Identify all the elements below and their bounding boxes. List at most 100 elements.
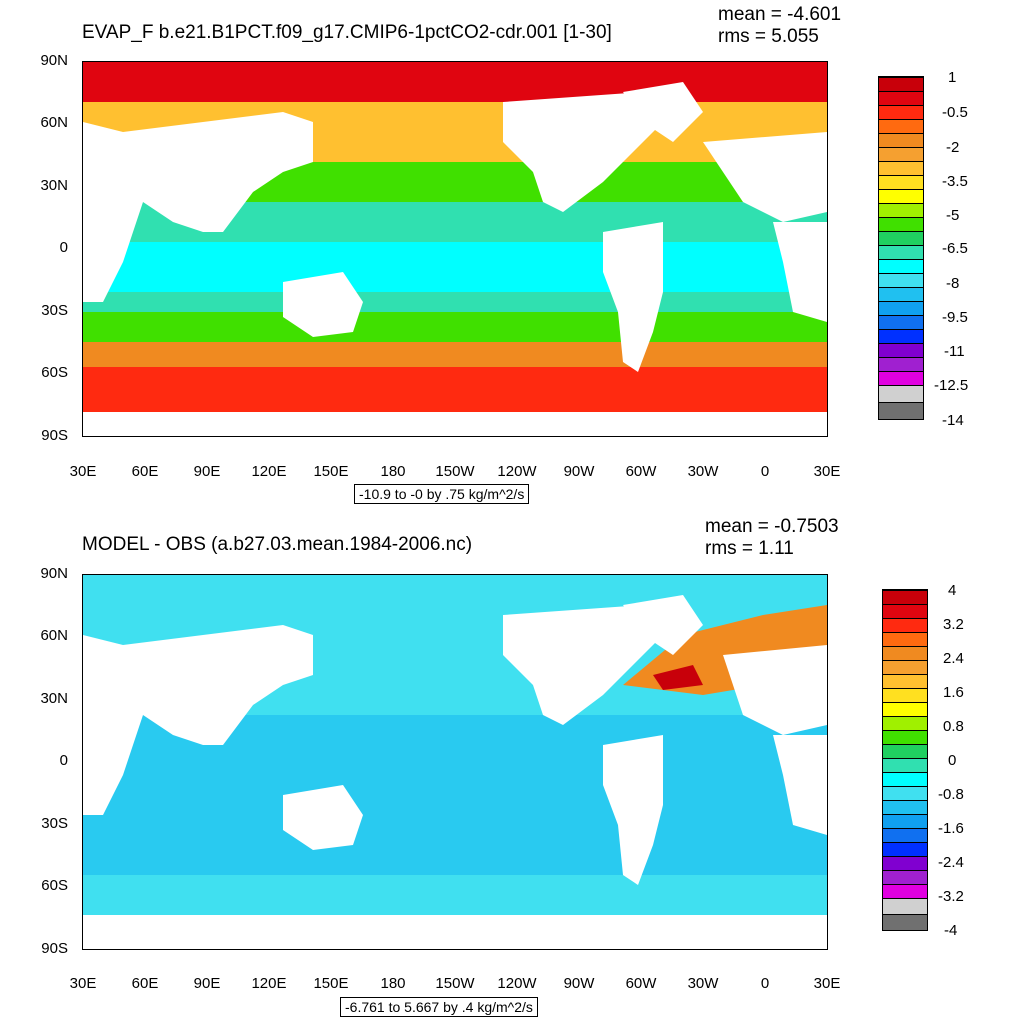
colorbar	[878, 76, 924, 420]
colorbar-cell	[879, 77, 923, 91]
map-svg	[83, 62, 827, 436]
colorbar-cell	[879, 91, 923, 105]
colorbar-cell	[879, 147, 923, 161]
colorbar-label: -11	[944, 343, 965, 360]
contour-info: -10.9 to -0 by .75 kg/m^2/s	[354, 484, 530, 504]
map-evap	[82, 61, 828, 437]
colorbar-label: -6.5	[942, 240, 968, 257]
colorbar-cell	[879, 259, 923, 273]
africa-east-land	[83, 685, 143, 815]
colorbar-cell	[883, 842, 927, 856]
colorbar-cell	[883, 870, 927, 884]
mean-stat: mean = -0.7503	[705, 516, 839, 537]
colorbar-label: 0	[948, 752, 957, 769]
lon-label: 60W	[625, 975, 657, 992]
colorbar-cell	[879, 161, 923, 175]
colorbar-cell	[879, 371, 923, 385]
australia-land	[283, 785, 363, 850]
colorbar-cell	[879, 343, 923, 357]
colorbar-label: -9.5	[942, 309, 968, 326]
colorbar-cell	[879, 203, 923, 217]
colorbar-cell	[879, 245, 923, 259]
lat-label: 90S	[41, 940, 68, 957]
lat-label: 60N	[40, 627, 68, 644]
colorbar-cell	[879, 119, 923, 133]
colorbar-label: -4	[944, 922, 958, 939]
map-svg	[83, 575, 827, 949]
lon-label: 30E	[813, 463, 841, 480]
colorbar-cell	[879, 175, 923, 189]
south-america-land	[603, 735, 663, 885]
panel-title: MODEL - OBS (a.b27.03.mean.1984-2006.nc)	[82, 534, 473, 555]
antarctica	[83, 915, 827, 949]
colorbar-cell	[883, 758, 927, 772]
colorbar-label: -5	[946, 207, 960, 224]
lat-label: 30N	[40, 690, 68, 707]
colorbar-label: -0.5	[942, 104, 968, 121]
lon-label: 120W	[497, 975, 537, 992]
colorbar-cell	[883, 604, 927, 618]
colorbar-cell	[879, 315, 923, 329]
colorbar-label: 2.4	[943, 650, 964, 667]
rms-stat: rms = 1.11	[705, 538, 794, 559]
lon-label: 90E	[193, 975, 221, 992]
colorbar-label: -0.8	[938, 786, 964, 803]
warm-pool	[83, 242, 827, 292]
south-america-land	[603, 222, 663, 372]
colorbar-cell	[879, 105, 923, 119]
colorbar-label: -3.5	[942, 173, 968, 190]
colorbar-cell	[883, 884, 927, 898]
colorbar-cell	[883, 814, 927, 828]
south-polar-band	[83, 367, 827, 412]
lon-label: 180	[380, 975, 406, 992]
colorbar-cell	[883, 716, 927, 730]
colorbar-cell	[883, 618, 927, 632]
colorbar-label: 3.2	[943, 616, 964, 633]
lat-label: 0	[59, 752, 68, 769]
colorbar-cell	[883, 800, 927, 814]
colorbar-label: 4	[948, 582, 957, 599]
colorbar-cell	[883, 688, 927, 702]
colorbar-cell	[883, 856, 927, 870]
panel-bottom: MODEL - OBS (a.b27.03.mean.1984-2006.nc)…	[0, 512, 1024, 1024]
panel-top: EVAP_F b.e21.B1PCT.f09_g17.CMIP6-1pctCO2…	[40, 4, 968, 504]
lon-label: 120E	[251, 463, 287, 480]
north-america-land	[503, 92, 663, 212]
colorbar-cell	[879, 301, 923, 315]
colorbar	[882, 589, 928, 931]
lon-label: 150E	[313, 463, 349, 480]
lon-label: 90W	[563, 463, 595, 480]
lon-label: 60E	[131, 975, 159, 992]
north-america-land	[503, 605, 663, 725]
lat-label: 90N	[40, 565, 68, 582]
rms-stat: rms = 5.055	[718, 26, 819, 47]
colorbar-cell	[883, 772, 927, 786]
colorbar-label: 1	[948, 69, 957, 86]
south-subtropic-band	[83, 312, 827, 342]
colorbar-cell	[883, 828, 927, 842]
colorbar-cell	[883, 590, 927, 604]
lat-label: 60N	[40, 114, 68, 131]
lon-label: 90E	[193, 463, 221, 480]
colorbar-cell	[883, 646, 927, 660]
colorbar-cell	[879, 231, 923, 245]
colorbar-label: -3.2	[938, 888, 964, 905]
colorbar-cell	[879, 402, 923, 419]
lon-label: 30E	[69, 975, 97, 992]
colorbar-label: -8	[946, 275, 960, 292]
lon-label: 0	[760, 463, 770, 480]
colorbar-cell	[879, 357, 923, 371]
mean-stat: mean = -4.601	[718, 4, 842, 25]
lon-label: 90W	[563, 975, 595, 992]
colorbar-label: -2	[946, 139, 960, 156]
lon-label: 60W	[625, 463, 657, 480]
lat-label: 0	[59, 239, 68, 256]
colorbar-cell	[879, 189, 923, 203]
lon-label: 120W	[497, 463, 537, 480]
colorbar-cell	[883, 702, 927, 716]
greenland-land	[623, 82, 703, 142]
lat-label: 90N	[40, 52, 68, 69]
lon-label: 150E	[313, 975, 349, 992]
africa-west-land	[773, 222, 827, 322]
colorbar-label: -14	[942, 412, 964, 429]
